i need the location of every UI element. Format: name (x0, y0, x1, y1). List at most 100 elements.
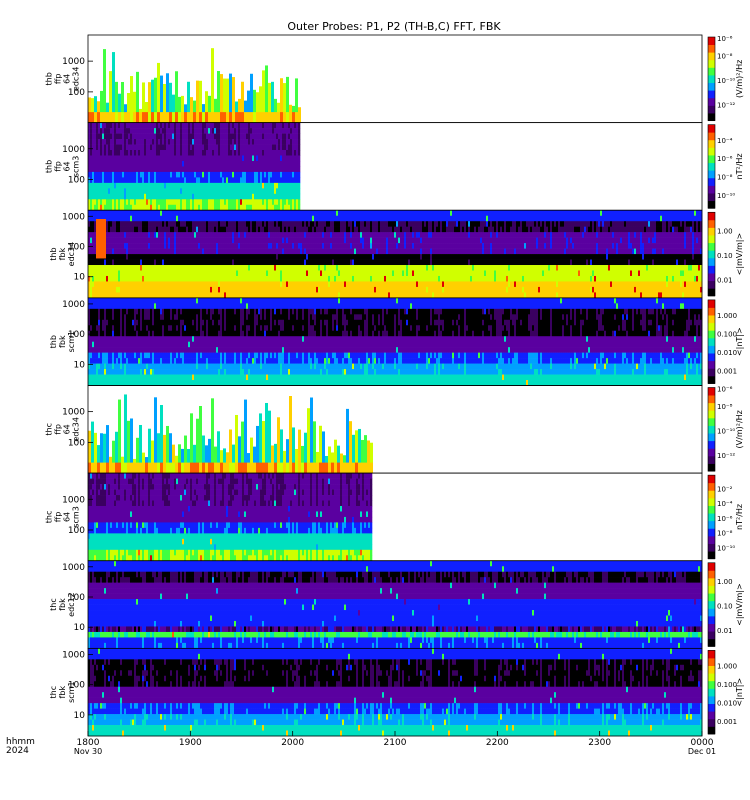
spectrogram-cell (142, 281, 145, 288)
spectrogram-cell (274, 275, 277, 282)
spectrogram-cell (290, 199, 293, 206)
spectrogram-cell (148, 215, 151, 222)
spectrogram-cell (118, 226, 121, 233)
spectrogram-cell (390, 275, 393, 282)
spectrogram-cell (294, 248, 297, 255)
spectrogram-cell (180, 237, 183, 244)
spectrogram-cell (90, 182, 93, 189)
spectrogram-cell (412, 275, 415, 282)
spectrogram-cell (358, 275, 361, 282)
colorbar-tick-label: 10⁻¹⁰ (717, 77, 735, 85)
spectrogram-cell (122, 155, 125, 162)
spectrogram-cell (444, 248, 447, 255)
spectrogram-cell (90, 286, 93, 293)
spectrogram-cell (156, 259, 159, 266)
spectrogram-cell (130, 204, 133, 211)
spectrogram-cell (118, 171, 121, 178)
spectrogram-cell (166, 270, 169, 277)
spectrogram-cell (450, 292, 453, 299)
spectrogram-cell (252, 160, 255, 167)
spectrogram-cell (92, 160, 95, 167)
spectrogram-cell (146, 281, 149, 288)
spectrogram-cell (166, 188, 169, 195)
spectrogram-cell (148, 232, 151, 238)
spectrogram-cell (158, 171, 161, 178)
spectrogram-cell (150, 177, 153, 184)
spectrogram-cell (126, 139, 129, 145)
spectrogram-cell (344, 215, 347, 222)
spectrogram-cell (238, 281, 241, 288)
spectrogram-cell (170, 254, 173, 260)
spectrogram-cell (312, 221, 315, 227)
spectrogram-cell (144, 160, 147, 167)
spectrogram-cell (98, 281, 101, 288)
spectrogram-cell (156, 226, 159, 233)
spike-base (286, 112, 289, 123)
spectrogram-cell (292, 281, 295, 288)
spectrogram-cell (278, 254, 281, 260)
spectrogram-cell (252, 139, 255, 145)
spectrogram-cell (98, 210, 101, 217)
spectrogram-cell (240, 221, 243, 227)
spectrogram-cell (248, 270, 251, 277)
spectrogram-cell (266, 270, 269, 277)
spectrogram-cell (92, 166, 95, 173)
spectrogram-cell (100, 265, 103, 271)
spectrogram-cell (276, 160, 279, 167)
spectrogram-cell (346, 243, 349, 249)
spectrogram-cell (112, 286, 115, 293)
spectrogram-cell (472, 243, 475, 249)
spectrogram-cell (166, 177, 169, 184)
spectrogram-cell (288, 243, 291, 249)
spectrogram-cell (286, 160, 289, 167)
spectrogram-cell (386, 248, 389, 255)
spectrogram-cell (164, 144, 167, 151)
spectrogram-cell (158, 286, 161, 293)
spectrogram-cell (312, 270, 315, 277)
spectrogram-cell (162, 128, 165, 134)
spectrogram-cell (104, 150, 107, 156)
spectrogram-cell (226, 133, 229, 140)
spectrogram-cell (218, 286, 221, 293)
spectrogram-cell (340, 275, 343, 282)
spectrogram-cell (192, 204, 195, 211)
spectrogram-cell (256, 160, 259, 167)
spectrogram-cell (128, 226, 131, 233)
spectrogram-cell (208, 215, 211, 222)
spike-base (259, 112, 262, 123)
spectrogram-cell (116, 204, 119, 211)
spectrogram-cell (222, 275, 225, 282)
spectrogram-cell (122, 182, 125, 189)
spectrogram-cell (320, 265, 323, 271)
spectrogram-cell (330, 265, 333, 271)
spectrogram-cell (306, 275, 309, 282)
spectrogram-cell (430, 221, 433, 227)
spike-base (277, 112, 280, 123)
spectrogram-cell (426, 237, 429, 244)
spectrogram-cell (458, 232, 461, 238)
spike-column (130, 76, 133, 123)
spectrogram-cell (120, 166, 123, 173)
spectrogram-cell (178, 139, 181, 145)
spectrogram-cell (142, 221, 145, 227)
spectrogram-cell (198, 139, 201, 145)
spectrogram-cell (464, 237, 467, 244)
spectrogram-cell (446, 254, 449, 260)
spectrogram-cell (292, 226, 295, 233)
spectrogram-cell (286, 265, 289, 271)
spectrogram-cell (258, 166, 261, 173)
spectrogram-cell (234, 150, 237, 156)
spectrogram-cell (140, 204, 143, 211)
spectrogram-cell (286, 243, 289, 249)
spectrogram-cell (166, 210, 169, 217)
spectrogram-cell (356, 232, 359, 238)
spectrogram-cell (330, 237, 333, 244)
spectrogram-cell (414, 292, 417, 299)
spectrogram-cell (152, 171, 155, 178)
spectrogram-cell (198, 243, 201, 249)
spectrogram-cell (244, 243, 247, 249)
spectrogram-cell (118, 259, 121, 266)
spectrogram-cell (452, 226, 455, 233)
spectrogram-cell (162, 139, 165, 145)
